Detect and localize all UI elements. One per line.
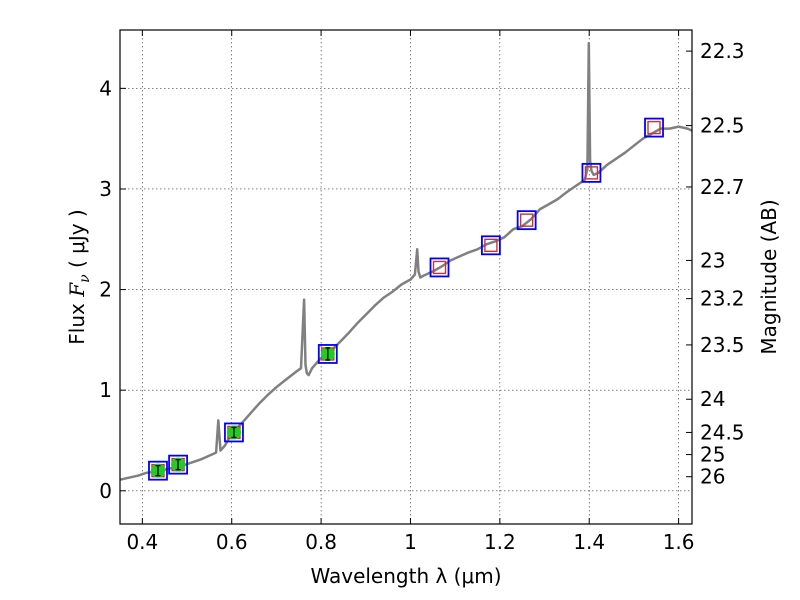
model-box-inner <box>484 238 498 253</box>
spectrum-line <box>119 41 693 481</box>
x-tick-label: 0.4 <box>126 530 158 554</box>
spectrum-layer <box>119 41 693 481</box>
model-box-inner <box>519 213 534 227</box>
y-axis-label: Flux Fν ( μJy ) <box>65 209 93 344</box>
x-axis-ticks: 0.4 0.6 0.8 1 1.2 1.4 1.6 <box>126 30 695 554</box>
model-box-outer <box>429 257 450 278</box>
right-tick-label: 25 <box>700 443 725 467</box>
observed-points <box>150 346 335 478</box>
y-tick-label: 4 <box>99 76 112 100</box>
right-axis-label: Magnitude (AB) <box>757 199 781 354</box>
model-box-outer <box>317 344 338 364</box>
grid <box>120 30 692 524</box>
model-box-outer <box>148 460 168 481</box>
x-axis-label: Wavelength λ (μm) <box>310 564 501 588</box>
model-box-outer <box>516 210 537 231</box>
right-tick-label: 22.5 <box>700 114 745 138</box>
model-boxes <box>148 117 664 481</box>
right-tick-label: 23 <box>700 248 725 272</box>
model-box-outer <box>168 454 188 475</box>
x-tick-label: 1.4 <box>573 530 605 554</box>
model-box-outer <box>581 162 602 183</box>
right-tick-label: 26 <box>700 465 725 489</box>
model-box-outer <box>224 422 244 443</box>
model-box-outer <box>481 235 501 256</box>
y-tick-label: 2 <box>99 278 112 302</box>
x-tick-label: 0.8 <box>305 530 337 554</box>
x-tick-label: 1 <box>404 530 417 554</box>
model-box-inner <box>647 120 661 135</box>
right-tick-label: 24.5 <box>700 420 745 444</box>
right-tick-label: 23.5 <box>700 333 745 357</box>
y-tick-label: 0 <box>99 479 112 503</box>
x-tick-label: 1.2 <box>484 530 516 554</box>
right-tick-label: 24 <box>700 387 725 411</box>
plot-frame <box>119 29 693 525</box>
x-tick-label: 1.6 <box>663 530 695 554</box>
y-tick-label: 3 <box>99 177 112 201</box>
model-box-inner <box>432 260 447 275</box>
model-box-inner <box>584 166 599 180</box>
right-tick-label: 22.3 <box>700 39 745 63</box>
x-tick-label: 0.6 <box>216 530 248 554</box>
model-box-outer <box>644 117 664 138</box>
right-tick-label: 23.2 <box>700 287 745 311</box>
y-axis-ticks: 0 1 2 3 4 <box>99 76 126 503</box>
right-tick-label: 22.7 <box>700 175 745 199</box>
y-tick-label: 1 <box>99 378 112 402</box>
